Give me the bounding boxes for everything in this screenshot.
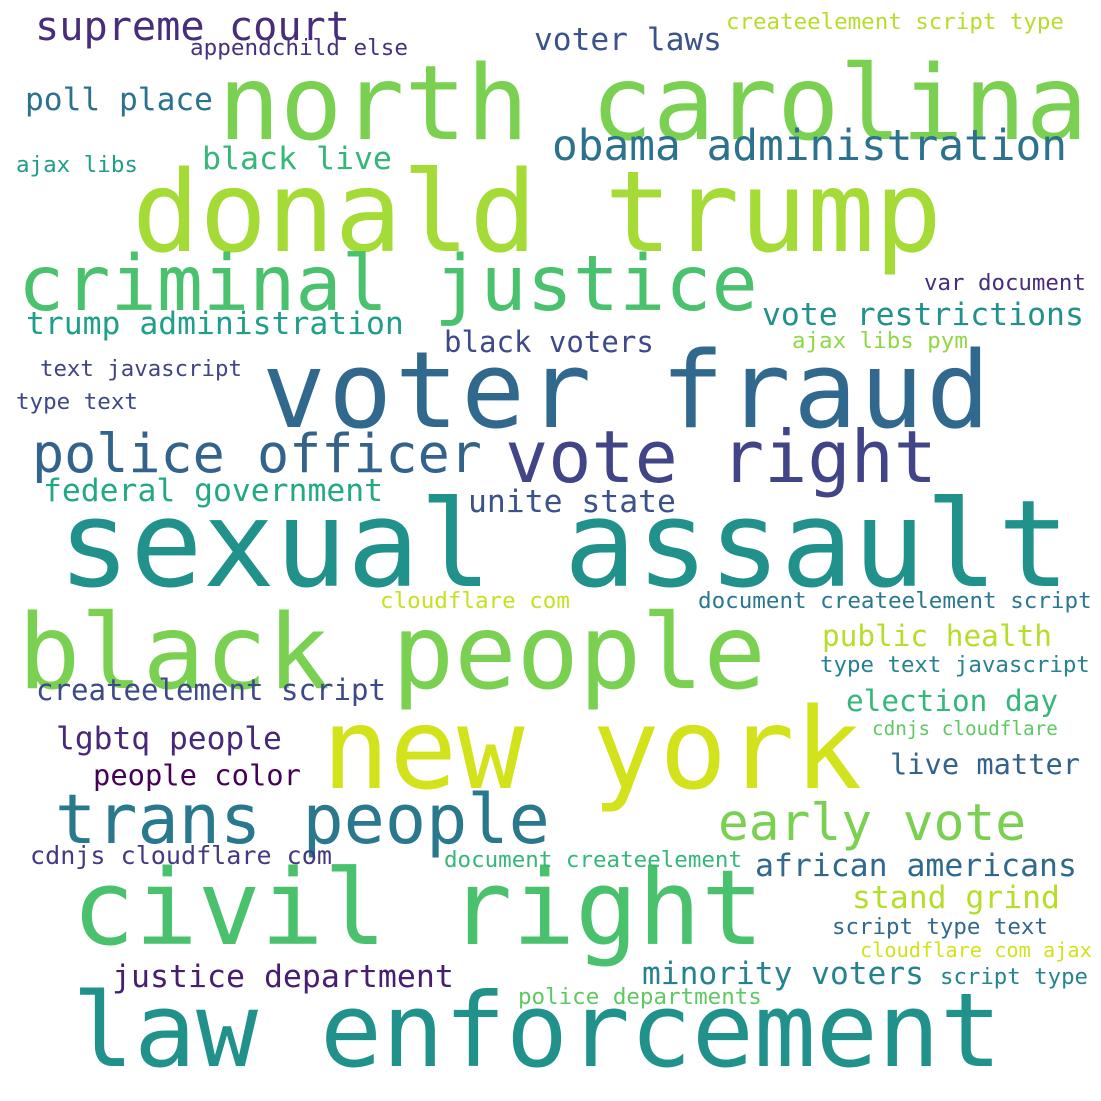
word-ajax-libs-pym: ajax libs pym [792, 327, 968, 354]
word-script-type: script type [940, 963, 1088, 990]
word-createelement-script: createelement script [36, 673, 386, 708]
word-minority-voters: minority voters [642, 956, 924, 993]
word-black-voters: black voters [444, 325, 654, 360]
word-var-document: var document [924, 269, 1086, 296]
word-type-text-javascript: type text javascript [820, 651, 1090, 678]
word-type-text: type text [16, 388, 138, 415]
word-stand-grind: stand grind [852, 880, 1060, 917]
word-supreme-court: supreme court [35, 3, 351, 50]
word-cdnjs-cloudflare-com: cdnjs cloudflare com [30, 841, 332, 871]
word-ajax-libs: ajax libs [16, 151, 138, 178]
word-law-enforcement: law enforcement [72, 970, 1002, 1091]
word-lgbtq-people: lgbtq people [56, 721, 282, 758]
word-live-matter: live matter [890, 746, 1080, 781]
word-cdnjs-cloudflare: cdnjs cloudflare [872, 717, 1058, 741]
word-voter-fraud: voter fraud [262, 329, 993, 453]
word-voter-laws: voter laws [534, 22, 722, 59]
word-justice-department: justice department [112, 959, 454, 996]
word-trump-administration: trump administration [26, 306, 404, 343]
word-vote-right: vote right [505, 414, 937, 499]
word-election-day: election day [846, 684, 1058, 719]
word-appendchild-else: appendchild else [190, 34, 408, 61]
word-early-vote: early vote [718, 794, 1026, 854]
word-black-people: black people [18, 593, 766, 714]
word-criminal-justice: criminal justice [18, 239, 758, 329]
word-unite-state: unite state [468, 484, 676, 521]
word-vote-restrictions: vote restrictions [762, 297, 1084, 334]
word-north-carolina: north carolina [218, 44, 1088, 165]
word-public-health: public health [822, 619, 1052, 654]
word-federal-government: federal government [43, 473, 384, 510]
word-cloudflare-com: cloudflare com [380, 587, 570, 614]
word-poll-place: poll place [25, 82, 213, 119]
word-new-york: new york [322, 684, 862, 815]
word-donald-trump: donald trump [132, 147, 942, 278]
word-people-color: people color [93, 757, 301, 792]
word-document-createelement-script: document createelement script [698, 587, 1092, 614]
word-civil-right: civil right [72, 846, 764, 969]
word-police-officer: police officer [32, 422, 482, 486]
word-black-live: black live [202, 141, 392, 178]
word-obama-administration: obama administration [552, 120, 1067, 171]
word-text-javascript: text javascript [40, 355, 242, 382]
word-sexual-assault: sexual assault [58, 475, 1070, 615]
word-african-americans: african americans [755, 848, 1077, 885]
word-createelement-script-type: createelement script type [726, 8, 1064, 35]
word-script-type-text: script type text [832, 913, 1048, 940]
word-cloudflare-com-ajax: cloudflare com ajax [860, 937, 1092, 962]
word-police-departments: police departments [518, 983, 762, 1010]
word-trans-people: trans people [55, 779, 550, 860]
word-document-createelement: document createelement [444, 846, 743, 873]
